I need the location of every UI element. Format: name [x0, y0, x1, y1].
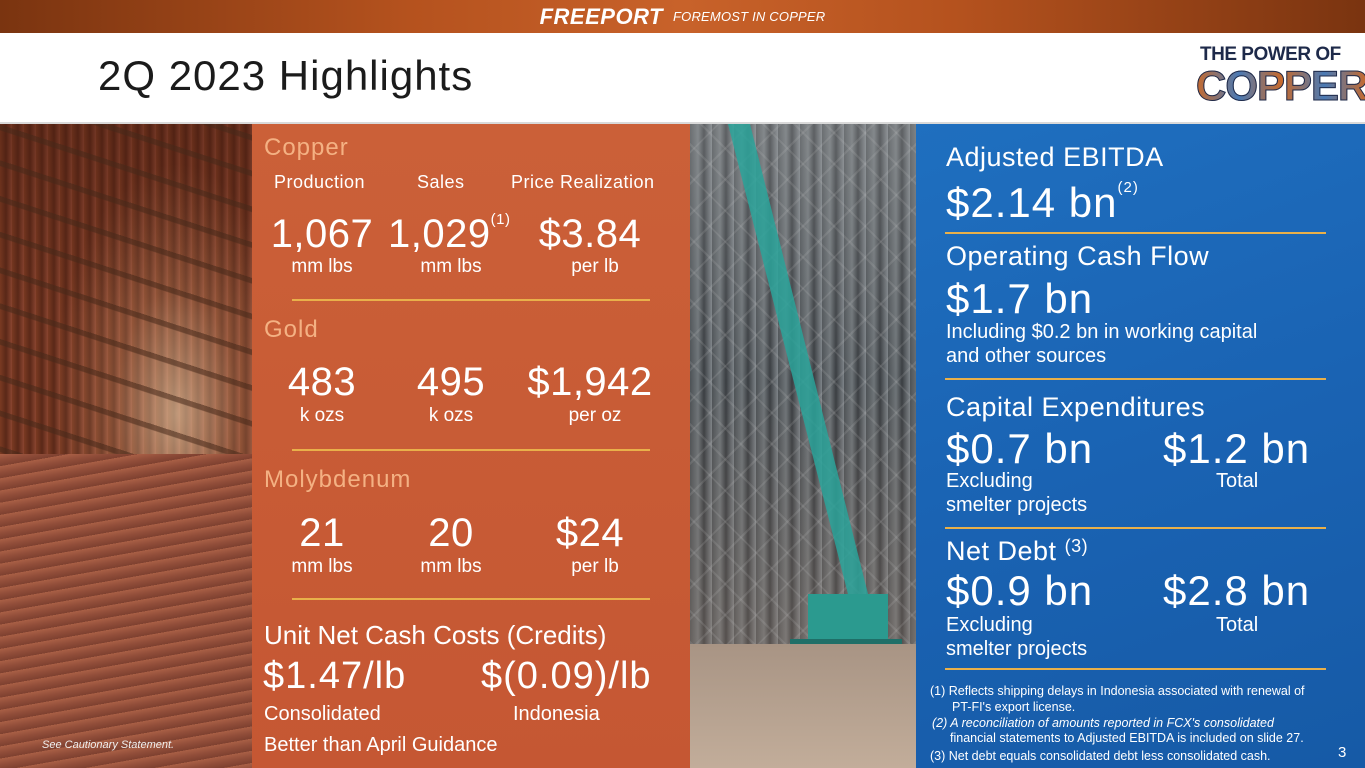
ebitda-number: $2.14 bn	[946, 179, 1118, 226]
footnote-1a: (1) Reflects shipping delays in Indonesi…	[930, 684, 1305, 698]
net-debt-value-excluding: $0.9 bn	[946, 567, 1094, 614]
brand-banner: FREEPORT FOREMOST IN COPPER	[0, 0, 1365, 33]
copper-production-value: 1,067	[270, 212, 374, 256]
molybdenum-section-title: Molybdenum	[264, 466, 412, 493]
metrics-panel	[252, 124, 690, 768]
moly-production-unit: mm lbs	[291, 556, 353, 577]
net-debt-sub-total: Total	[1216, 614, 1259, 636]
moly-price-unit: per lb	[571, 556, 619, 577]
gold-section-title: Gold	[264, 316, 319, 343]
moly-sales-value: 20	[428, 511, 474, 555]
copper-section-title: Copper	[264, 134, 349, 161]
copper-divider	[292, 299, 650, 301]
capex-sub-excluding: Excluding	[946, 470, 1033, 492]
copper-production-unit: mm lbs	[291, 256, 353, 277]
footnote-2a: (2) A reconciliation of amounts reported…	[932, 716, 1274, 730]
capex-sub-total: Total	[1216, 470, 1259, 492]
gold-production-unit: k ozs	[299, 405, 345, 426]
copper-sales-value: 1,029(1)	[388, 211, 528, 256]
footnote-2b: financial statements to Adjusted EBITDA …	[950, 731, 1304, 745]
column-header-sales: Sales	[417, 172, 465, 192]
header-divider	[0, 122, 1365, 124]
ebitda-divider	[945, 232, 1326, 234]
indonesia-cost-label: Indonesia	[513, 703, 600, 725]
copper-price-value: $3.84	[538, 212, 642, 256]
ocf-sub-1: Including $0.2 bn in working capital	[946, 321, 1258, 343]
consolidated-cost-label: Consolidated	[264, 703, 381, 725]
ocf-sub-2: and other sources	[946, 345, 1107, 367]
logo-line-2: COPPER	[1195, 62, 1365, 110]
gold-production-value: 483	[287, 360, 357, 404]
page-title: 2Q 2023 Highlights	[98, 52, 474, 99]
gold-divider	[292, 449, 650, 451]
crane-construction-photo	[690, 124, 916, 768]
power-of-copper-logo: THE POWER OF COPPER	[1195, 44, 1365, 110]
net-debt-divider	[945, 668, 1326, 670]
copper-sales-footnote: (1)	[490, 211, 511, 228]
ocf-divider	[945, 378, 1326, 380]
gold-sales-unit: k ozs	[428, 405, 474, 426]
brand-tagline: FOREMOST IN COPPER	[673, 9, 826, 24]
photo-ground	[690, 644, 916, 768]
gold-sales-value: 495	[416, 360, 486, 404]
gold-price-value: $1,942	[527, 360, 653, 404]
top-banner	[0, 0, 1365, 33]
crane-cab	[808, 594, 888, 644]
page-number: 3	[1338, 744, 1347, 761]
gold-price-unit: per oz	[568, 405, 622, 426]
capex-sub-smelter: smelter projects	[946, 494, 1088, 516]
copper-price-unit: per lb	[571, 256, 619, 277]
ocf-value: $1.7 bn	[946, 275, 1094, 322]
capex-label: Capital Expenditures	[946, 392, 1206, 422]
net-debt-value-total: $2.8 bn	[1163, 567, 1311, 614]
column-header-price: Price Realization	[511, 172, 655, 192]
ebitda-label: Adjusted EBITDA	[946, 142, 1164, 172]
unit-costs-title: Unit Net Cash Costs (Credits)	[264, 620, 607, 650]
footnote-1b: PT-FI's export license.	[952, 700, 1076, 714]
ocf-label: Operating Cash Flow	[946, 241, 1210, 271]
capex-divider	[945, 527, 1326, 529]
logo-line-1: THE POWER OF	[1200, 44, 1341, 65]
photo-floor	[0, 454, 252, 768]
moly-price-value: $24	[555, 511, 625, 555]
copper-cathode-photo	[0, 124, 252, 768]
indonesia-cost-value: $(0.09)/lb	[481, 655, 652, 697]
consolidated-cost-value: $1.47/lb	[263, 655, 407, 697]
column-header-production: Production	[274, 172, 366, 192]
capex-value-excluding: $0.7 bn	[946, 425, 1094, 472]
moly-sales-unit: mm lbs	[420, 556, 482, 577]
net-debt-sub-excluding: Excluding	[946, 614, 1033, 636]
copper-sales-unit: mm lbs	[420, 256, 482, 277]
capex-value-total: $1.2 bn	[1163, 425, 1311, 472]
net-debt-label: Net Debt (3)	[946, 536, 1088, 567]
financials-panel	[916, 124, 1365, 768]
moly-divider	[292, 598, 650, 600]
net-debt-text: Net Debt	[946, 536, 1057, 566]
ebitda-footnote: (2)	[1117, 179, 1139, 196]
net-debt-footnote: (3)	[1064, 536, 1089, 556]
ebitda-value: $2.14 bn(2)	[946, 179, 1139, 226]
moly-production-value: 21	[299, 511, 345, 555]
brand-name: FREEPORT	[539, 3, 663, 29]
crane-boom	[728, 124, 868, 602]
cautionary-statement-link[interactable]: See Cautionary Statement.	[42, 739, 175, 751]
net-debt-sub-smelter: smelter projects	[946, 638, 1088, 660]
footnote-3: (3) Net debt equals consolidated debt le…	[930, 749, 1271, 763]
guidance-note: Better than April Guidance	[264, 734, 498, 756]
copper-sales-number: 1,029	[388, 212, 491, 256]
